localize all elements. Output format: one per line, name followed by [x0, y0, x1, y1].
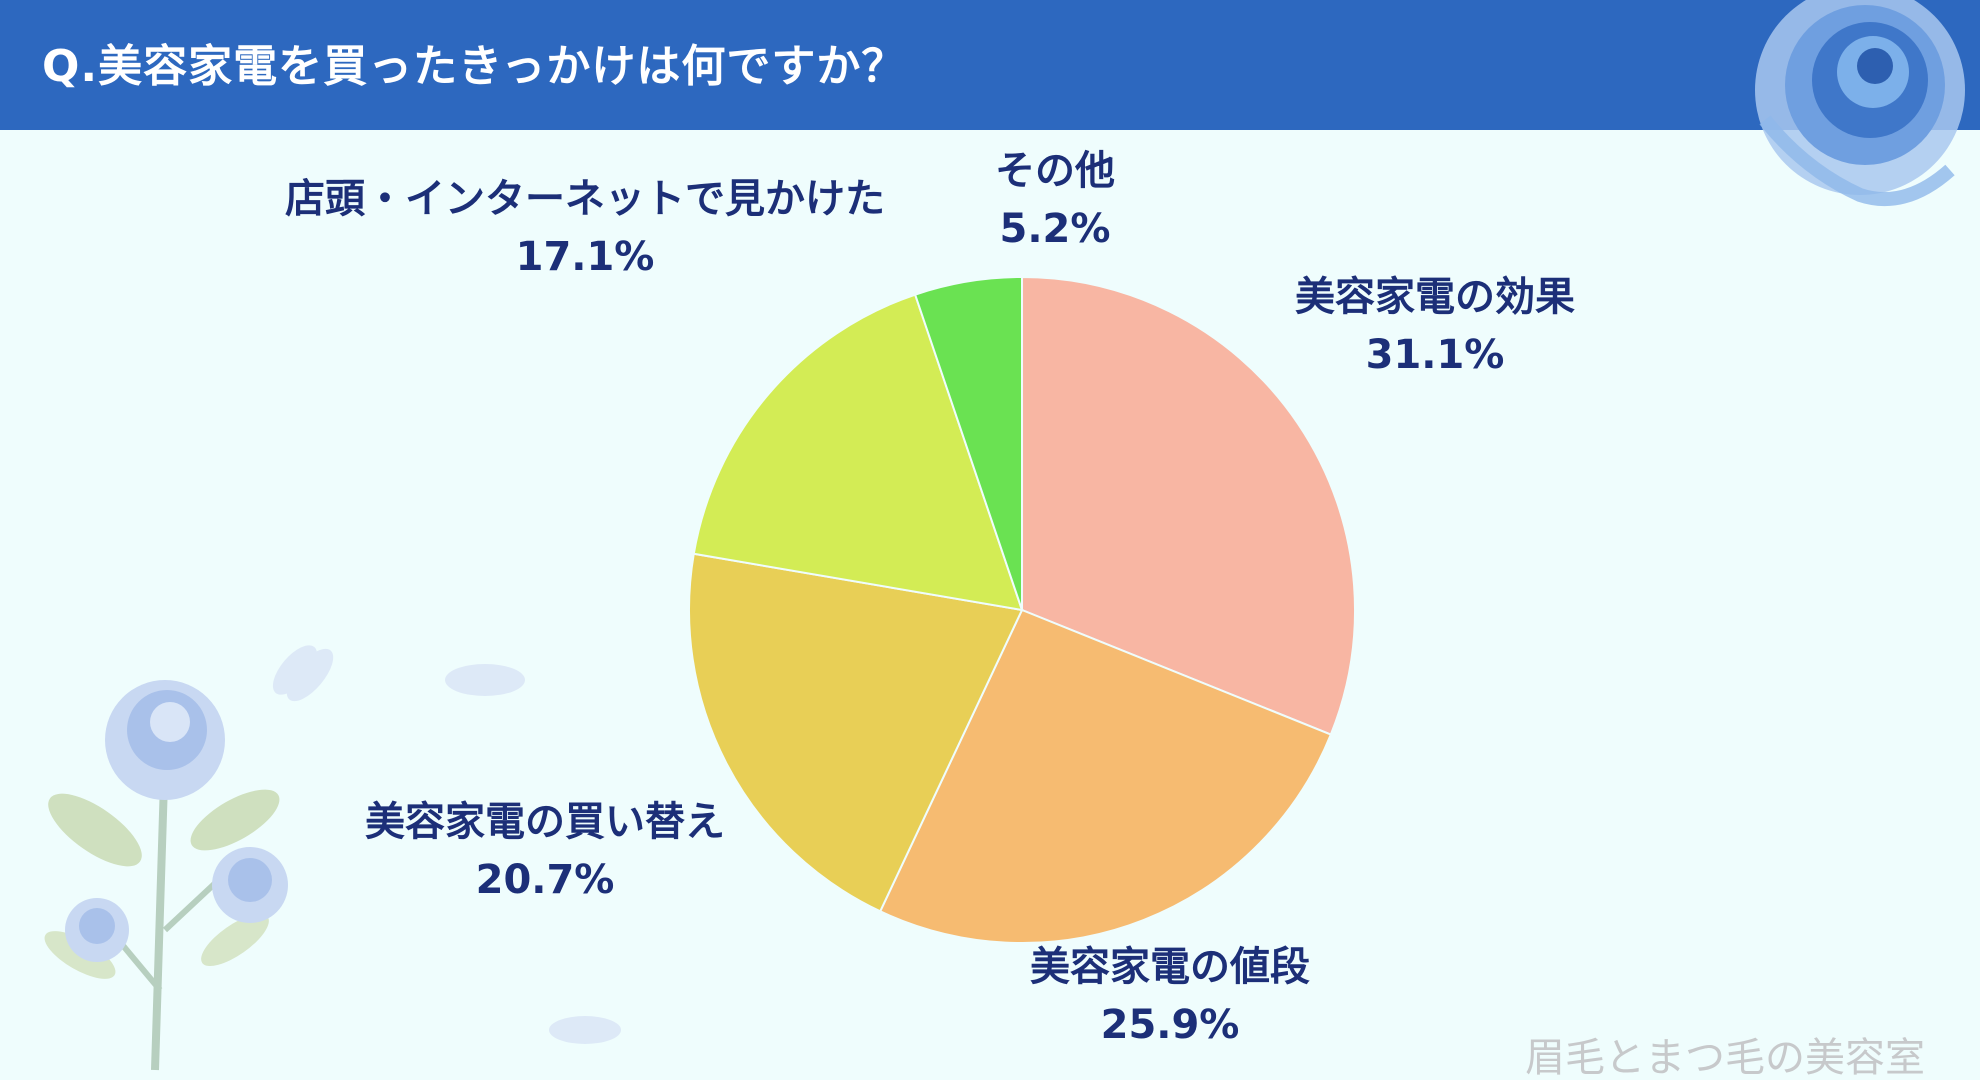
slice-percentage: 17.1%: [515, 234, 655, 280]
slice-percentage: 20.7%: [475, 857, 615, 903]
pie-slice-other: [913, 275, 1023, 611]
flower-decoration-icon: [44, 645, 318, 1071]
slice-label-other: その他 5.2%: [955, 142, 1155, 258]
page-title: Q.美容家電を買ったきっかけは何ですか？: [42, 41, 907, 92]
pie-slice-effect: [1021, 275, 1356, 736]
pie-slice-replacement: [688, 552, 1024, 913]
slice-percentage: 25.9%: [1100, 1002, 1240, 1048]
header-bar: [0, 0, 1980, 130]
petal-decoration-icon: [286, 648, 525, 702]
watermark-text: 眉毛とまつ毛の美容室: [1525, 1035, 1925, 1080]
slice-percentage: 31.1%: [1365, 332, 1505, 378]
slice-name: 美容家電の効果: [1295, 274, 1575, 320]
petal-decoration-icon: [549, 1016, 621, 1044]
pie-slice-seen-in-store: [692, 293, 1024, 612]
slice-name: その他: [995, 148, 1115, 194]
pie-slice-price: [878, 608, 1333, 944]
slice-name: 美容家電の買い替え: [365, 799, 725, 845]
slice-label-seen-in-store: 店頭・インターネットで見かけた 17.1%: [235, 170, 935, 286]
slice-label-effect: 美容家電の効果 31.1%: [1250, 268, 1620, 384]
slice-percentage: 5.2%: [999, 206, 1111, 252]
rose-decoration-icon: [1755, 0, 1965, 207]
slice-label-replacement: 美容家電の買い替え 20.7%: [320, 793, 770, 909]
slice-name: 店頭・インターネットで見かけた: [285, 176, 885, 222]
slice-label-price: 美容家電の値段 25.9%: [1010, 938, 1330, 1054]
slice-name: 美容家電の値段: [1030, 944, 1310, 990]
